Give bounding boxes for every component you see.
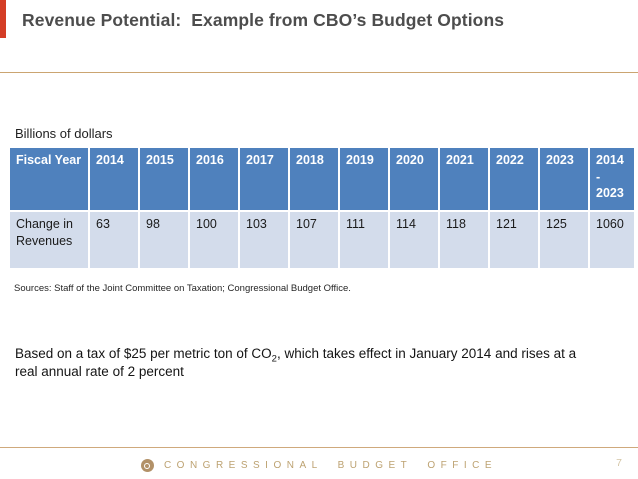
- co2-subscript: 2: [271, 353, 277, 365]
- header-cell-fiscal-year: Fiscal Year: [8, 146, 90, 212]
- revenue-value-cell: 118: [438, 210, 490, 270]
- table-units-label: Billions of dollars: [15, 126, 113, 141]
- revenue-value-cell: 114: [388, 210, 440, 270]
- footer-organization: CONGRESSIONAL BUDGET OFFICE: [163, 460, 498, 471]
- year-header-cell: 2015: [138, 146, 190, 212]
- sources-note: Sources: Staff of the Joint Committee on…: [14, 283, 351, 294]
- header-cell-total-range: 2014 - 2023: [588, 146, 636, 212]
- revenue-value-cell: 121: [488, 210, 540, 270]
- revenue-value-cell: 98: [138, 210, 190, 270]
- footer-divider: [0, 447, 638, 448]
- year-header-cell: 2016: [188, 146, 240, 212]
- body-paragraph: Based on a tax of $25 per metric ton of …: [15, 345, 597, 382]
- revenue-value-cell: 107: [288, 210, 340, 270]
- year-header-cell: 2020: [388, 146, 440, 212]
- year-header-cell: 2017: [238, 146, 290, 212]
- page-number: 7: [616, 457, 622, 469]
- total-value-cell: 1060: [588, 210, 636, 270]
- revenue-value-cell: 111: [338, 210, 390, 270]
- year-header-cell: 2023: [538, 146, 590, 212]
- revenue-value-cell: 125: [538, 210, 590, 270]
- cbo-logo-icon: [140, 459, 154, 472]
- table-header-row: Fiscal Year 2014 2015 2016 2017 2018 201…: [8, 146, 636, 212]
- body-text-prefix: Based on a tax of $25 per metric ton of …: [15, 345, 272, 361]
- year-header-cell: 2022: [488, 146, 540, 212]
- footer: CONGRESSIONAL BUDGET OFFICE: [0, 452, 638, 479]
- year-header-cell: 2018: [288, 146, 340, 212]
- slide-title: Revenue Potential: Example from CBO’s Bu…: [22, 10, 505, 30]
- year-header-cell: 2019: [338, 146, 390, 212]
- revenue-value-cell: 103: [238, 210, 290, 270]
- year-header-cell: 2014: [88, 146, 140, 212]
- row-label-cell: Change in Revenues: [8, 210, 90, 270]
- slide-accent-mark: [0, 0, 6, 38]
- year-header-cell: 2021: [438, 146, 490, 212]
- revenue-value-cell: 63: [88, 210, 140, 270]
- table-data-row: Change in Revenues 63 98 100 103 107 111…: [8, 210, 636, 270]
- revenue-table: Fiscal Year 2014 2015 2016 2017 2018 201…: [8, 146, 636, 270]
- title-divider: [0, 72, 638, 73]
- body-text-suffix: , which takes effect in January 2014 and…: [15, 345, 577, 380]
- revenue-value-cell: 100: [188, 210, 240, 270]
